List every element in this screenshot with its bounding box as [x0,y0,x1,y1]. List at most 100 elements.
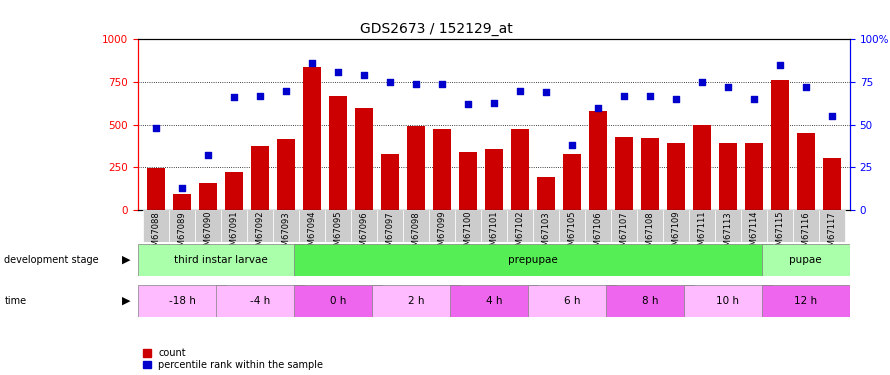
Text: ▶: ▶ [122,255,131,265]
Bar [641,138,659,210]
Point [383,79,397,85]
Bar [429,210,455,242]
Legend: count, percentile rank within the sample: count, percentile rank within the sample [142,348,323,370]
Bar [138,285,226,317]
Bar [793,210,819,242]
Bar [585,210,611,242]
Bar [819,210,845,242]
Text: GSM67102: GSM67102 [515,211,524,256]
Text: GSM67116: GSM67116 [801,211,810,256]
Text: GSM67096: GSM67096 [360,211,368,256]
Text: GSM67100: GSM67100 [464,211,473,256]
Text: GSM67089: GSM67089 [178,211,187,256]
Bar [329,96,347,210]
Bar [511,129,529,210]
Point [617,93,631,99]
Text: GSM67094: GSM67094 [308,211,317,256]
Point [253,93,267,99]
Bar [684,285,772,317]
Point [331,69,345,75]
Text: GSM67115: GSM67115 [775,211,784,256]
Bar [303,67,321,210]
Point [825,113,839,119]
Text: GSM67093: GSM67093 [281,211,290,256]
Bar [372,285,460,317]
Text: GSM67103: GSM67103 [541,211,550,256]
Point [538,89,553,95]
Text: GSM67090: GSM67090 [204,211,213,256]
Bar [481,210,507,242]
Text: -18 h: -18 h [169,296,196,306]
Bar [143,210,169,242]
Text: GSM67088: GSM67088 [151,211,160,257]
Bar [667,142,685,210]
Text: 4 h: 4 h [486,296,502,306]
Point [643,93,657,99]
Bar [273,210,299,242]
Bar [485,149,503,210]
Text: GSM67113: GSM67113 [724,211,732,256]
Bar [147,168,166,210]
Bar [533,210,559,242]
Point [435,81,449,87]
Point [201,152,215,158]
Bar [351,210,377,242]
Bar [762,285,850,317]
Bar [294,244,772,276]
Point [668,96,683,102]
Text: 2 h: 2 h [408,296,425,306]
Bar [663,210,689,242]
Bar [771,80,789,210]
Text: GSM67117: GSM67117 [828,211,837,256]
Bar [767,210,793,242]
Text: time: time [4,296,27,306]
Point [773,62,787,68]
Point [747,96,761,102]
Bar [562,154,581,210]
Point [279,88,293,94]
Bar [611,210,637,242]
Bar [822,158,841,210]
Point [461,101,475,107]
Bar [169,210,195,242]
Bar [797,133,815,210]
Bar [762,244,850,276]
Bar [745,144,763,210]
Text: GSM67108: GSM67108 [645,211,654,256]
Bar [589,111,607,210]
Point [565,142,579,148]
Text: GSM67092: GSM67092 [255,211,264,256]
Point [357,72,371,78]
Bar [216,285,304,317]
Bar [507,210,533,242]
Text: 10 h: 10 h [716,296,740,306]
Text: pupae: pupae [789,255,822,265]
Bar [195,210,221,242]
Text: GDS2673 / 152129_at: GDS2673 / 152129_at [360,22,514,36]
Bar [559,210,585,242]
Text: GSM67101: GSM67101 [490,211,498,256]
Text: GSM67111: GSM67111 [698,211,707,256]
Bar [377,210,403,242]
Point [409,81,423,87]
Text: ▶: ▶ [122,296,131,306]
Bar [138,244,304,276]
Bar [715,210,740,242]
Bar [221,210,247,242]
Bar [455,210,481,242]
Point [305,60,320,66]
Bar [459,152,477,210]
Bar [294,285,382,317]
Point [227,94,241,100]
Bar [692,124,711,210]
Point [513,88,527,94]
Bar [528,285,616,317]
Bar [407,126,425,210]
Bar [689,210,715,242]
Bar [403,210,429,242]
Text: GSM67114: GSM67114 [749,211,758,256]
Bar [433,129,451,210]
Text: 6 h: 6 h [563,296,580,306]
Bar [251,146,269,210]
Text: GSM67098: GSM67098 [411,211,420,256]
